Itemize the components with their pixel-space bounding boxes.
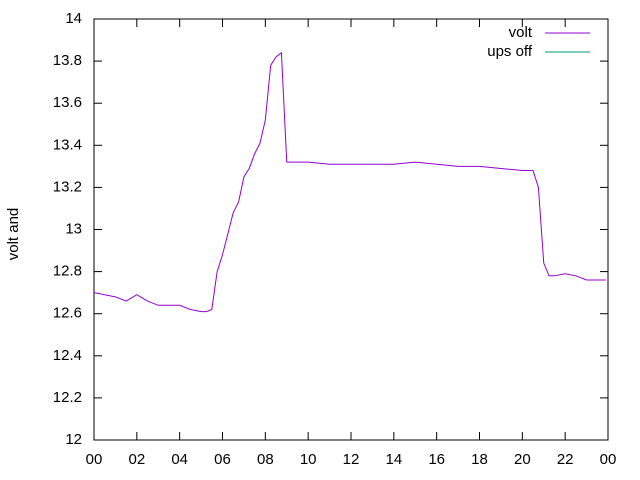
x-tick-label: 04 <box>171 451 188 468</box>
x-tick-label: 18 <box>471 451 488 468</box>
legend-label: ups off <box>487 43 533 60</box>
x-tick-label: 10 <box>300 451 317 468</box>
x-tick-label: 22 <box>557 451 574 468</box>
y-tick-label: 12.8 <box>53 263 82 280</box>
x-tick-label: 16 <box>428 451 445 468</box>
x-tick-label: 06 <box>214 451 231 468</box>
x-tick-label: 02 <box>128 451 145 468</box>
y-tick-label: 12 <box>65 431 82 448</box>
y-tick-label: 14 <box>65 10 82 27</box>
y-tick-label: 13.6 <box>53 94 82 111</box>
x-tick-label: 20 <box>514 451 531 468</box>
x-tick-label: 00 <box>600 451 617 468</box>
y-tick-label: 13.2 <box>53 178 82 195</box>
x-tick-label: 12 <box>343 451 360 468</box>
legend-label: volt <box>509 24 533 41</box>
y-tick-label: 12.4 <box>53 347 82 364</box>
y-tick-label: 13 <box>65 220 82 237</box>
y-tick-label: 13.8 <box>53 52 82 69</box>
x-tick-label: 14 <box>385 451 402 468</box>
y-axis-label: volt and <box>5 208 22 261</box>
plot-frame <box>93 18 609 441</box>
y-tick-label: 12.6 <box>53 305 82 322</box>
x-tick-label: 08 <box>257 451 274 468</box>
y-tick-label: 12.2 <box>53 389 82 406</box>
y-tick-label: 13.4 <box>53 136 82 153</box>
data-line <box>93 51 606 313</box>
x-tick-label: 00 <box>86 451 103 468</box>
